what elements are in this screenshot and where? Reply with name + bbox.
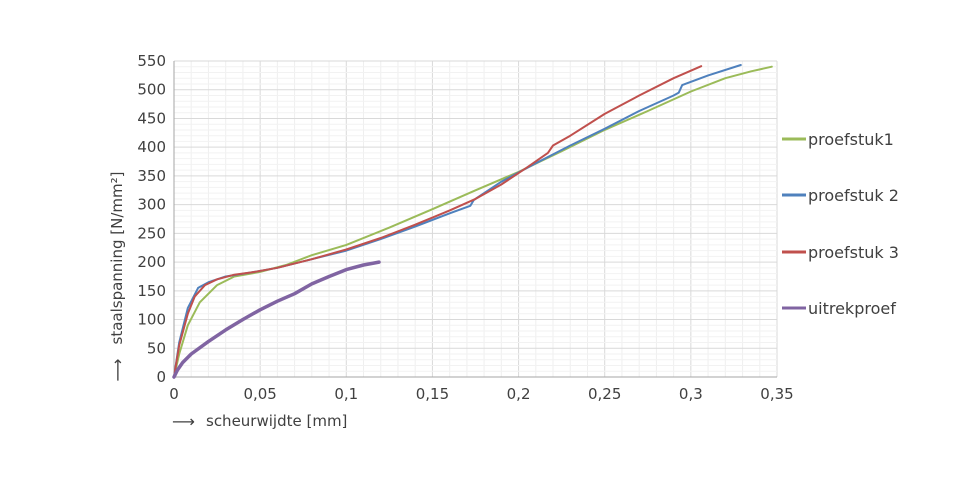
y-axis-label: staalspanning [N/mm²] [108, 172, 126, 345]
y-tick-label: 0 [156, 368, 166, 386]
y-axis-label-group: staalspanning [N/mm²] [108, 172, 126, 345]
y-tick-label: 250 [137, 224, 166, 242]
x-tick-label: 0 [169, 385, 179, 403]
legend-label: proefstuk 3 [808, 243, 899, 262]
x-tick-label: 0,15 [416, 385, 449, 403]
series-lines [172, 64, 773, 379]
legend-label: proefstuk1 [808, 130, 894, 149]
y-tick-label: 50 [147, 339, 166, 357]
y-tick-labels: 0 50 100 150 200 250 300 350 400 450 500 550 [137, 52, 166, 386]
x-tick-label: 0,35 [760, 385, 793, 403]
series-line-1 [173, 65, 773, 378]
y-tick-label: 200 [137, 253, 166, 271]
y-axis-arrow-group: ⟶ [108, 358, 127, 381]
axes [173, 61, 777, 378]
y-tick-label: 300 [137, 196, 166, 214]
legend: proefstuk1 proefstuk 2 proefstuk 3 uitrekpr… [782, 130, 899, 318]
y-axis-arrow: ⟶ [108, 358, 127, 381]
x-tick-label: 0,25 [588, 385, 621, 403]
x-tick-label: 0,05 [243, 385, 276, 403]
legend-label: uitrekproef [808, 299, 896, 318]
y-tick-label: 350 [137, 167, 166, 185]
x-tick-label: 0,3 [679, 385, 703, 403]
series-line-3 [173, 65, 703, 378]
legend-label: proefstuk 2 [808, 186, 899, 205]
x-axis-arrow: ⟶ [172, 412, 195, 431]
y-tick-label: 450 [137, 109, 166, 127]
y-tick-label: 500 [137, 81, 166, 99]
grid [174, 60, 778, 377]
y-tick-label: 400 [137, 138, 166, 156]
x-tick-labels: 0 0,05 0,1 0,15 0,2 0,25 0,3 0,35 [169, 385, 793, 403]
y-tick-label: 150 [137, 282, 166, 300]
y-tick-label: 550 [137, 52, 166, 70]
series-line-2 [173, 64, 742, 378]
series-line-4 [172, 260, 381, 379]
x-axis-label: scheurwijdte [mm] [206, 412, 347, 430]
x-tick-label: 0,2 [507, 385, 531, 403]
x-tick-label: 0,1 [334, 385, 358, 403]
y-tick-label: 100 [137, 311, 166, 329]
